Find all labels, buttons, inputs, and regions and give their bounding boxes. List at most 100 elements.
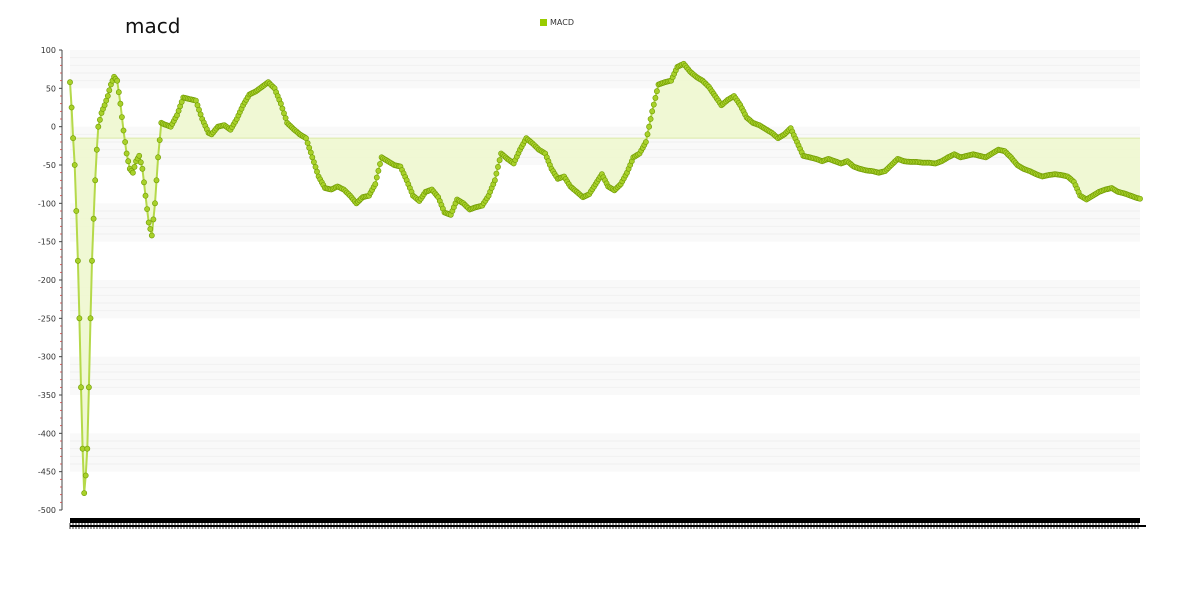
data-point (277, 100, 284, 107)
data-point (141, 179, 147, 186)
data-point (131, 163, 138, 170)
y-tick-label: -50 (43, 161, 56, 170)
chart-title: macd (125, 14, 181, 38)
data-point (142, 192, 149, 199)
data-point (145, 219, 152, 226)
data-point (81, 490, 88, 496)
data-point (137, 159, 144, 166)
data-point (150, 216, 157, 223)
data-point (95, 123, 102, 130)
data-point (68, 104, 75, 111)
data-point (375, 167, 382, 174)
grid-bands (70, 50, 1140, 472)
grid-band (70, 433, 1140, 472)
data-point (153, 177, 160, 184)
data-point (117, 100, 124, 107)
y-tick-label: -300 (38, 353, 56, 362)
data-point (90, 215, 97, 222)
y-tick-label: -150 (38, 238, 56, 247)
data-point (377, 161, 383, 167)
data-point (139, 165, 146, 172)
data-point (155, 154, 161, 161)
data-point (71, 162, 78, 168)
data-point (93, 146, 100, 153)
data-point (136, 152, 143, 159)
data-point (312, 163, 319, 170)
data-point (73, 208, 80, 214)
data-point (148, 232, 155, 239)
data-point (152, 200, 158, 207)
data-point (1137, 195, 1143, 202)
series-points (67, 60, 1143, 496)
data-point (496, 157, 503, 164)
data-point (304, 140, 311, 146)
data-point (87, 315, 94, 322)
data-point (493, 170, 500, 177)
data-point (279, 105, 286, 112)
y-tick-label: -250 (38, 314, 56, 323)
data-point (373, 174, 380, 181)
data-point (310, 159, 317, 165)
data-point (147, 226, 154, 232)
y-tick-label: -200 (38, 276, 56, 285)
data-point (120, 127, 127, 134)
data-point (67, 79, 73, 86)
y-tick-label: -350 (38, 391, 56, 400)
data-point (644, 131, 651, 138)
data-point (122, 139, 128, 145)
data-point (649, 108, 656, 115)
data-point (84, 445, 91, 452)
data-point (495, 163, 501, 170)
data-point (86, 384, 92, 391)
data-point (650, 101, 657, 108)
data-point (78, 384, 84, 391)
data-point (646, 123, 652, 130)
data-point (76, 315, 83, 322)
data-point (129, 169, 136, 176)
grid-band (70, 356, 1140, 395)
data-point (647, 116, 654, 122)
data-point (97, 116, 103, 123)
y-tick-label: 0 (51, 123, 56, 132)
data-point (106, 87, 113, 94)
data-point (654, 88, 660, 95)
data-point (144, 206, 150, 212)
x-axis (69, 518, 1146, 529)
y-tick-label: -100 (38, 199, 56, 208)
grid-band (70, 280, 1140, 319)
data-point (372, 181, 379, 188)
data-point (104, 93, 111, 99)
data-point (114, 77, 121, 84)
data-point (491, 177, 498, 184)
data-point (307, 149, 314, 156)
data-point (652, 95, 659, 101)
series-area (70, 63, 1140, 494)
data-point (123, 150, 130, 157)
legend-label: MACD (550, 18, 574, 27)
legend[interactable]: MACD (540, 18, 574, 27)
grid-band (70, 50, 1140, 89)
series-area-fill (70, 63, 1140, 494)
data-point (314, 168, 320, 175)
y-tick-label: 50 (46, 84, 56, 93)
y-tick-label: -500 (38, 506, 56, 515)
legend-swatch-icon (540, 19, 547, 26)
y-axis: 100 50 0 -50 -100 -150 -200 -250 -300 -350 -400 -45… (38, 46, 63, 515)
data-point (156, 137, 163, 143)
data-point (89, 257, 95, 264)
data-point (282, 115, 289, 121)
data-point (119, 114, 125, 120)
y-tick-label: -450 (38, 468, 56, 477)
data-point (303, 135, 309, 142)
y-tick-label: -400 (38, 429, 56, 438)
x-axis-band (70, 518, 1140, 523)
data-point (75, 257, 81, 264)
data-point (92, 177, 99, 184)
grid-band (70, 203, 1140, 242)
data-point (70, 135, 76, 142)
data-point (115, 89, 122, 96)
data-point (125, 158, 132, 165)
y-tick-label: 100 (41, 46, 56, 55)
data-point (309, 154, 316, 161)
